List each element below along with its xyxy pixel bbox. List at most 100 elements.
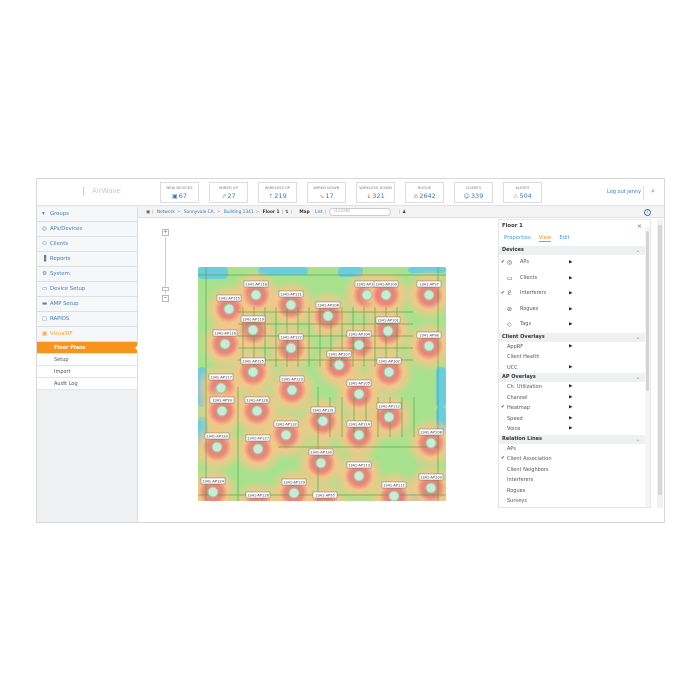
stat-rogue[interactable]: ROGUE ⊘2642 [405,182,444,203]
view-option-interferers[interactable]: Interferers [499,475,645,486]
map-view-button[interactable]: Map [299,210,310,215]
submenu-arrow-icon[interactable]: ▶ [569,384,573,389]
ap-marker[interactable]: 1341-AP123 [279,375,305,396]
ap-icon[interactable] [219,338,231,350]
camera-icon[interactable]: ▣ [146,210,151,215]
sidebar-subitem-import[interactable]: Import [37,366,137,378]
ap-icon[interactable] [423,289,435,301]
submenu-arrow-icon[interactable]: ▶ [569,260,573,265]
sidebar-item-reports[interactable]: ▐ Reports [37,252,137,267]
ap-icon[interactable] [252,443,264,455]
ap-marker[interactable]: 1341-AP127 [245,434,271,455]
floor-plan-heatmap[interactable]: 1341-AP118 1341-AP115 1341-AP121 1341-AP110… [198,267,446,501]
ap-icon[interactable] [353,388,365,400]
view-option-client-neighbors[interactable]: Client Neighbors [499,465,645,476]
ap-icon[interactable] [280,429,292,441]
submenu-arrow-icon[interactable]: ▶ [569,415,573,421]
stat-alerts[interactable]: ALERTS ⚠504 [503,182,542,203]
sidebar-item-visualrf[interactable]: ▦ VisualRF [37,327,137,342]
search-icon[interactable]: ⌕ [651,187,655,195]
ap-marker[interactable]: 1341-AP108 [418,428,444,449]
ap-marker[interactable]: 1341-AP119 [240,315,266,336]
sidebar-item-aps-devices[interactable]: ◎ APs/Devices [37,222,137,237]
section-ap-overlays[interactable]: AP Overlays [499,373,645,382]
breadcrumb-site[interactable]: Sunnyvale CA. [183,210,215,215]
sidebar-subitem-floor-plans[interactable]: Floor Plans [37,342,137,354]
ap-marker[interactable]: 1341-AP102 [376,357,402,378]
ap-icon[interactable] [207,486,219,498]
stat-wired-up[interactable]: WIRED UP ⇗27 [209,182,248,203]
ap-marker[interactable]: 1341-AP124 [200,477,226,498]
ap-marker[interactable]: 1341-AP130 [308,448,334,469]
ap-marker[interactable]: 1341-AP111 [381,481,407,501]
sidebar-item-rapids[interactable]: ▢ RAPIDS [37,312,137,327]
ap-icon[interactable] [216,405,228,417]
ap-icon[interactable] [250,289,262,301]
view-option-client-association[interactable]: ✔ Client Association [499,454,645,465]
view-option-aps[interactable]: APs [499,444,645,455]
ap-icon[interactable] [353,429,365,441]
view-option-rogues[interactable]: Rogues [499,486,645,497]
ap-marker[interactable]: 1341-AP106 [315,301,341,322]
submenu-arrow-icon[interactable]: ▶ [569,426,573,431]
ap-icon[interactable] [383,366,395,378]
ap-marker[interactable]: 1341-AP120 [204,432,230,453]
tab-properties[interactable]: Properties [504,235,531,241]
view-option-tags[interactable]: ◇ Tags ▶ [499,317,645,333]
sidebar-subitem-setup[interactable]: Setup [37,354,137,366]
ap-icon[interactable] [247,324,259,336]
zoom-slider[interactable]: + − [162,229,169,303]
tab-edit[interactable]: Edit [559,235,570,241]
submenu-arrow-icon[interactable]: ▶ [569,306,573,312]
stat-new-devices[interactable]: NEW DEVICES ▣67 [160,182,199,203]
ap-icon[interactable] [211,441,223,453]
ap-icon[interactable] [361,289,373,301]
ap-icon[interactable] [315,457,327,469]
section-client-overlays[interactable]: Client Overlays [499,332,645,342]
ap-marker[interactable]: 1341-AP110 [354,280,380,301]
ap-marker[interactable]: 1341-AP100 [373,280,399,301]
section-relation-lines[interactable]: Relation Lines [499,434,645,444]
view-option-heatmap[interactable]: ✔ Heatmap ▶ [499,403,645,414]
ap-marker[interactable]: 1341-AP115 [216,294,242,315]
tab-view[interactable]: View [538,235,552,242]
submenu-arrow-icon[interactable]: ▶ [569,291,573,296]
ap-marker[interactable]: 1341-AP95 [312,491,338,501]
ap-marker[interactable]: 1341-AP109 [418,473,444,494]
ap-icon[interactable] [223,303,235,315]
view-option-apprf[interactable]: AppRF ▶ [499,342,645,353]
submenu-arrow-icon[interactable]: ▶ [569,275,573,281]
ap-marker[interactable]: 1341-AP129 [281,478,307,499]
ap-icon[interactable] [382,325,394,337]
ap-marker[interactable]: 1341-AP116 [212,329,238,350]
ap-icon[interactable] [251,405,263,417]
ap-marker[interactable]: 1341-AP118 [243,280,269,301]
ap-icon[interactable] [288,487,300,499]
ap-marker[interactable]: 1341-AP131 [310,406,336,427]
ap-marker[interactable]: 1341-AP97 [416,280,442,301]
sidebar-subitem-audit-log[interactable]: Audit Log [37,378,137,390]
ap-marker[interactable]: 1341-AP117 [208,373,234,394]
ap-marker[interactable]: 1341-AP107 [326,350,352,371]
stat-wireless-down[interactable]: WIRELESS DOWN ↓321 [356,182,395,203]
ap-marker[interactable]: 1341-AP125 [240,357,266,378]
ap-marker[interactable]: 1341-AP99 [209,396,235,417]
ap-icon[interactable] [317,415,329,427]
view-option-client-health[interactable]: Client Health [499,352,645,363]
submenu-arrow-icon[interactable]: ▶ [569,322,573,327]
ap-icon[interactable] [286,384,298,396]
view-option-channel[interactable]: Channel ▶ [499,393,645,404]
ap-icon[interactable] [285,342,297,354]
ap-icon[interactable] [247,366,259,378]
ap-icon[interactable] [383,411,395,423]
zoom-out-button[interactable]: − [162,295,169,302]
zoom-track[interactable] [165,237,166,294]
view-option-clients[interactable]: ▭ Clients ▶ [499,271,645,287]
ap-marker[interactable]: 1341-AP114 [346,420,372,441]
sidebar-item-amp-setup[interactable]: ▬ AMP Setup [37,297,137,312]
stat-wired-down[interactable]: WIRED DOWN ⇘17 [307,182,346,203]
list-view-button[interactable]: List [315,210,323,215]
sidebar-item-groups[interactable]: ▾ Groups [37,207,137,222]
stat-clients[interactable]: CLIENTS ☺339 [454,182,493,203]
ap-marker[interactable]: 1341-AP121 [278,290,304,311]
